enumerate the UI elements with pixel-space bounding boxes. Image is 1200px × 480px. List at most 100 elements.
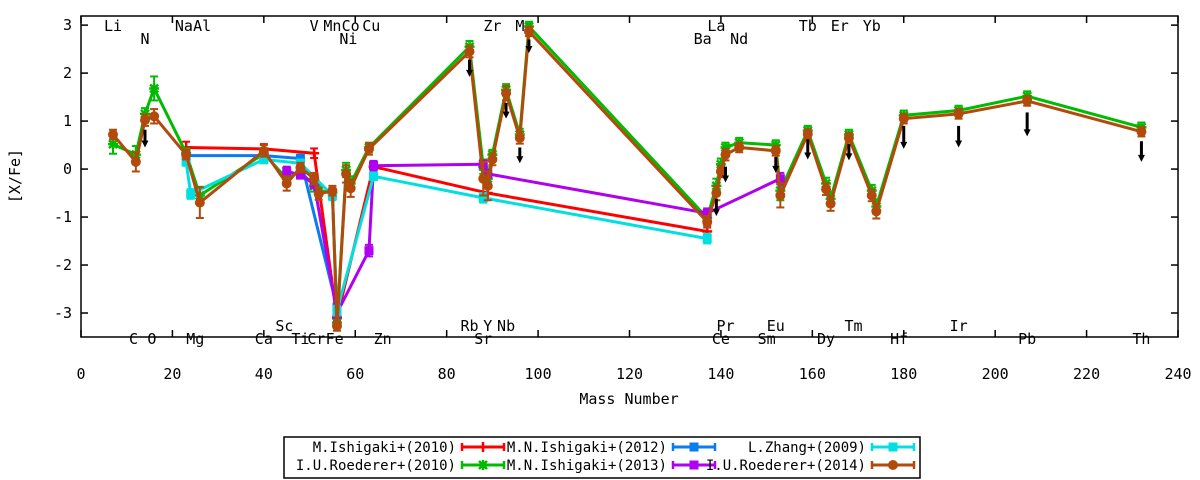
x-tick-label: 120	[616, 365, 643, 383]
data-point	[843, 132, 854, 143]
y-tick-label: 0	[63, 160, 72, 178]
data-point	[186, 189, 196, 199]
data-point	[181, 157, 191, 167]
data-point	[295, 170, 305, 180]
element-label-V: V	[310, 17, 319, 35]
element-label-Y: Y	[483, 317, 492, 335]
data-point	[478, 193, 488, 203]
x-axis-title: Mass Number	[579, 390, 678, 408]
legend-entry-M-N-Ishigaki-2013-: M.N.Ishigaki+(2013)	[507, 458, 717, 474]
element-label-Th: Th	[1132, 330, 1150, 348]
legend-label: L.Zhang+(2009)	[748, 440, 866, 456]
element-label-Sr: Sr	[474, 330, 492, 348]
element-label-Sm: Sm	[758, 330, 776, 348]
axis-ticks: 0 20 40 60 80 100 120 140 160 180 200 220 240 -3 -2 -1 0…	[54, 16, 1192, 383]
y-tick-label: 2	[63, 64, 72, 82]
element-label-Zn: Zn	[374, 330, 392, 348]
element-label-Rb: Rb	[460, 317, 478, 335]
element-label-Hf: Hf	[890, 330, 908, 348]
series-I-U-Roederer-2014-	[107, 25, 1147, 332]
element-label-Nb: Nb	[497, 317, 515, 335]
element-label-Yb: Yb	[863, 17, 881, 35]
element-label-Cr: Cr	[307, 330, 325, 348]
down-arrow-icon	[712, 209, 720, 217]
data-point	[770, 145, 781, 156]
series-line	[286, 162, 781, 318]
series-line	[112, 23, 1142, 323]
data-point	[866, 190, 877, 201]
down-arrow-icon	[804, 152, 812, 160]
legend-label: M.Ishigaki+(2010)	[313, 440, 456, 456]
element-label-Ti: Ti	[291, 330, 309, 348]
data-point	[345, 183, 356, 194]
legend-label: I.U.Roederer+(2014)	[706, 458, 866, 474]
data-point	[194, 197, 205, 208]
data-point	[689, 442, 699, 452]
data-point	[898, 113, 909, 124]
element-label-Tb: Tb	[799, 17, 817, 35]
x-tick-label: 220	[1073, 365, 1100, 383]
data-point	[871, 206, 882, 217]
data-point	[1022, 95, 1033, 106]
element-label-Ba: Ba	[694, 30, 712, 48]
down-arrow-icon	[502, 111, 510, 119]
down-arrow-icon	[955, 140, 963, 148]
down-arrow-icon	[1137, 154, 1145, 162]
data-point	[1136, 126, 1147, 137]
data-point	[702, 234, 712, 244]
data-point	[523, 26, 534, 37]
y-tick-label: 3	[63, 16, 72, 34]
x-tick-label: 80	[438, 365, 456, 383]
x-tick-label: 160	[799, 365, 826, 383]
element-label-Eu: Eu	[767, 317, 785, 335]
data-point	[501, 88, 512, 99]
data-point	[720, 149, 731, 160]
element-label-Ca: Ca	[255, 330, 273, 348]
down-arrow-icon	[516, 156, 524, 164]
x-tick-label: 200	[982, 365, 1009, 383]
data-point	[130, 156, 141, 167]
series-line	[186, 154, 339, 308]
data-point	[487, 154, 498, 165]
element-label-Nd: Nd	[730, 30, 748, 48]
data-point	[464, 46, 475, 57]
y-tick-label: 1	[63, 112, 72, 130]
legend-label: M.N.Ishigaki+(2012)	[507, 440, 667, 456]
down-arrow-icon	[900, 141, 908, 149]
x-tick-label: 240	[1164, 365, 1191, 383]
element-label-Mg: Mg	[186, 330, 204, 348]
upper-limit-arrows	[141, 39, 1145, 217]
legend-entry-L-Zhang-2009-: L.Zhang+(2009)	[748, 440, 916, 456]
x-tick-label: 180	[890, 365, 917, 383]
element-label-Li: Li	[104, 17, 122, 35]
data-point	[953, 108, 964, 119]
down-arrow-icon	[772, 165, 780, 173]
down-arrow-icon	[1023, 129, 1031, 137]
data-point	[775, 174, 785, 184]
data-point	[715, 166, 726, 177]
element-label-Ir: Ir	[950, 317, 968, 335]
data-point	[734, 142, 745, 153]
data-point	[258, 145, 269, 156]
data-point	[341, 168, 352, 179]
data-point	[309, 173, 320, 184]
x-tick-label: 20	[163, 365, 181, 383]
y-tick-label: -3	[54, 304, 72, 322]
element-label-Zr: Zr	[483, 17, 501, 35]
element-label-Fe: Fe	[326, 330, 344, 348]
data-point	[775, 190, 786, 201]
data-point	[327, 185, 338, 196]
data-point	[331, 320, 342, 331]
element-label-Mn: Mn	[323, 17, 341, 35]
series-line	[111, 27, 1142, 327]
data-point	[702, 208, 712, 218]
data-point	[888, 460, 898, 470]
legend-label: M.N.Ishigaki+(2013)	[507, 458, 667, 474]
down-arrow-icon	[466, 69, 474, 77]
data-point	[149, 111, 160, 122]
down-arrow-icon	[845, 153, 853, 161]
series-I-U-Roederer-2010-	[107, 20, 1147, 329]
x-tick-label: 100	[525, 365, 552, 383]
data-point	[802, 129, 813, 140]
